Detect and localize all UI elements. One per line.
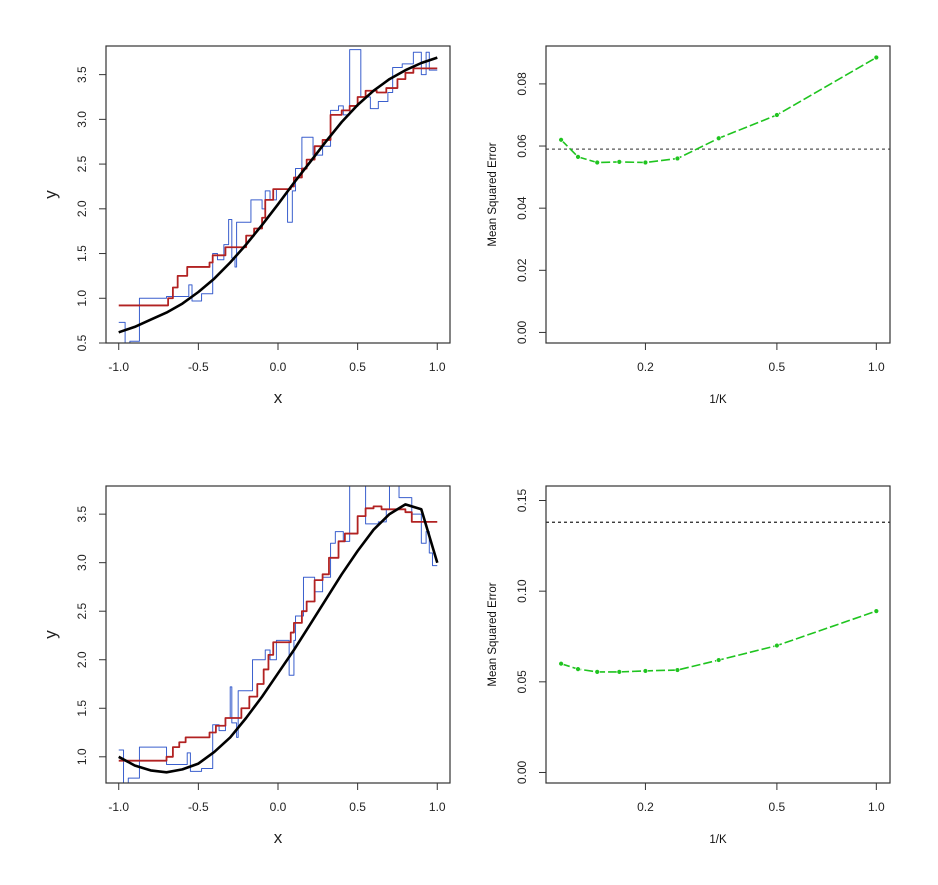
- x-tick-label: 0.5: [769, 800, 786, 814]
- data-point: [594, 159, 600, 166]
- y-tick-label: 0.10: [515, 579, 529, 603]
- y-tick-label: 2.5: [75, 603, 89, 620]
- x-tick-label: -1.0: [108, 360, 129, 374]
- data-point: [575, 666, 581, 672]
- x-axis-label: 1/K: [709, 834, 727, 846]
- y-tick-label: 0.08: [515, 72, 529, 96]
- plot-area: [546, 54, 890, 166]
- x-tick-label: 1.0: [868, 800, 885, 814]
- y-tick-label: 0.04: [515, 196, 529, 220]
- plot-area: [546, 521, 890, 675]
- data-point: [774, 112, 780, 118]
- series-knn-test-mse: [560, 610, 877, 673]
- panel-1: -1.0 -0.5 0.0 0.5 1.0 0.5 1.0 1.5 2.0 2.5 3.0 3.5 x y: [41, 45, 451, 407]
- y-tick-label: 0.00: [515, 320, 529, 344]
- y-tick-label: 0.00: [515, 760, 529, 784]
- panel-3: -1.0 -0.5 0.0 0.5 1.0 1.0 1.5 2.0 2.5 3.0 3.5 x y: [41, 485, 451, 847]
- data-point: [558, 137, 564, 143]
- series-true-f-x-: [118, 56, 438, 334]
- y-tick-label: 3.5: [75, 505, 89, 522]
- series-knn-k-9: [118, 505, 438, 762]
- data-point: [716, 657, 722, 663]
- y-tick-label: 3.0: [75, 111, 89, 128]
- x-tick-label: 0.2: [637, 360, 654, 374]
- plot-frame: [105, 485, 451, 784]
- y-axis-label: Mean Squared Error: [487, 582, 499, 686]
- y-tick-label: 1.5: [75, 245, 89, 262]
- x-tick-label: -0.5: [188, 360, 209, 374]
- y-tick-label: 1.0: [75, 290, 89, 307]
- plot-area: [118, 486, 439, 783]
- x-tick-label: 1.0: [429, 360, 446, 374]
- x-tick-label: 0.5: [349, 800, 366, 814]
- x-tick-label: 1.0: [868, 360, 885, 374]
- x-tick-label: -0.5: [188, 800, 209, 814]
- data-point: [873, 608, 880, 614]
- series-knn-test-mse: [560, 56, 877, 164]
- data-point: [642, 159, 649, 166]
- y-tick-label: 0.05: [515, 670, 529, 694]
- y-tick-label: 0.15: [515, 489, 529, 513]
- y-tick-label: 1.5: [75, 700, 89, 717]
- data-point: [594, 669, 600, 675]
- plot-frame: [545, 45, 891, 344]
- data-point: [674, 667, 681, 673]
- panel-2: 0.2 0.5 1.0 0.00 0.02 0.04 0.06 0.08 1/K Mean Squ…: [487, 45, 891, 406]
- y-axis-label: y: [41, 190, 60, 199]
- data-point: [642, 668, 649, 674]
- x-tick-label: -1.0: [108, 800, 129, 814]
- y-tick-label: 0.5: [75, 334, 89, 351]
- x-tick-label: 0.2: [637, 800, 654, 814]
- y-tick-label: 3.0: [75, 554, 89, 571]
- x-tick-label: 0.0: [270, 360, 287, 374]
- y-tick-label: 1.0: [75, 748, 89, 765]
- x-tick-label: 1.0: [429, 800, 446, 814]
- y-tick-label: 0.06: [515, 134, 529, 158]
- panel-4: 0.2 0.5 1.0 0.00 0.05 0.10 0.15 1/K Mean Squared…: [487, 485, 891, 846]
- x-tick-label: 0.5: [769, 360, 786, 374]
- plot-frame: [545, 485, 891, 784]
- x-axis-label: 1/K: [709, 394, 727, 406]
- y-tick-label: 3.5: [75, 66, 89, 83]
- plot-area: [118, 49, 438, 343]
- x-axis-label: x: [274, 828, 283, 847]
- data-point: [558, 660, 564, 667]
- series-true-f-x-: [118, 503, 439, 774]
- x-tick-label: 0.5: [349, 360, 366, 374]
- data-point: [774, 642, 780, 649]
- y-axis-label: y: [41, 630, 60, 639]
- y-tick-label: 0.02: [515, 258, 529, 282]
- data-point: [575, 154, 581, 160]
- y-tick-label: 2.0: [75, 200, 89, 217]
- series-knn-k-1: [118, 486, 438, 783]
- data-point: [716, 135, 722, 141]
- y-tick-label: 2.5: [75, 155, 89, 172]
- data-point: [873, 54, 880, 61]
- y-tick-label: 2.0: [75, 651, 89, 668]
- data-point: [674, 155, 681, 162]
- x-tick-label: 0.0: [270, 800, 287, 814]
- series-knn-k-9: [118, 67, 438, 307]
- data-point: [616, 669, 623, 675]
- y-axis-label: Mean Squared Error: [487, 142, 499, 246]
- data-point: [616, 159, 623, 165]
- series-knn-k-1: [118, 49, 438, 343]
- x-axis-label: x: [274, 388, 283, 407]
